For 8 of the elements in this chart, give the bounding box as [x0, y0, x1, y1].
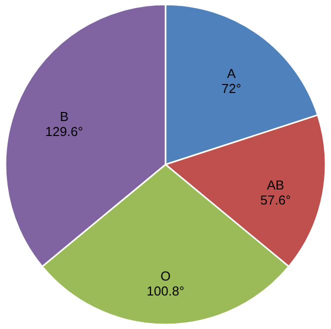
data-label: 100.8°: [146, 284, 184, 298]
data-label: 57.6°: [260, 192, 291, 208]
slice-label: O: [160, 268, 171, 284]
data-label: 72°: [221, 80, 242, 96]
slice-label: AB: [266, 177, 284, 192]
data-label: 129.6°: [45, 124, 84, 139]
slice-label: B: [60, 108, 68, 124]
slice-label: A: [226, 66, 236, 81]
